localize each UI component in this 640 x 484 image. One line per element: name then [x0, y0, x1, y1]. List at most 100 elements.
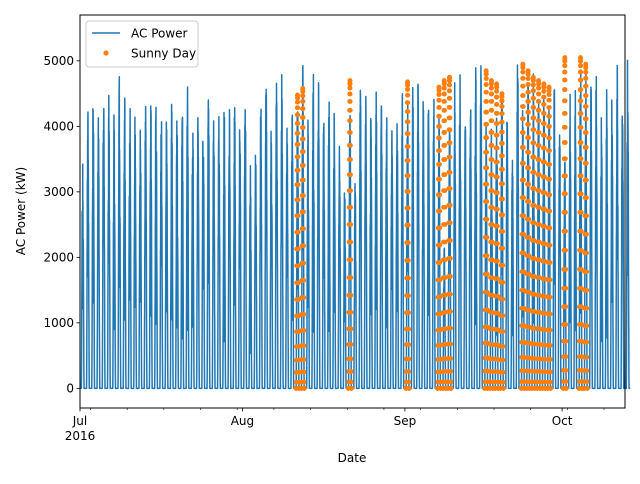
sunny-day-point: [500, 196, 505, 202]
sunny-day-point: [484, 253, 490, 259]
sunny-day-point: [300, 106, 306, 112]
sunny-day-point: [531, 88, 536, 94]
sunny-day-point: [494, 132, 500, 138]
sunny-day-point: [447, 78, 453, 84]
sunny-day-point: [547, 369, 553, 375]
sunny-day-point: [484, 135, 490, 141]
sunny-day-point: [442, 172, 448, 178]
sunny-day-point: [536, 98, 542, 104]
sunny-day-point: [584, 385, 590, 391]
x-tick-label: Jul: [72, 414, 87, 428]
sunny-day-point: [448, 368, 454, 374]
sunny-day-point: [521, 231, 527, 237]
sunny-day-point: [563, 285, 569, 291]
sunny-day-point: [542, 190, 547, 196]
sunny-day-point: [562, 69, 568, 75]
sunny-day-point: [447, 256, 453, 261]
sunny-day-point: [494, 110, 500, 116]
sunny-day-point: [436, 113, 442, 119]
sunny-day-point: [536, 118, 542, 124]
sunny-day-point: [489, 130, 495, 135]
sunny-day-point: [489, 81, 494, 87]
sunny-day-point: [494, 102, 500, 107]
series-ac-power-line: [79, 59, 631, 390]
sunny-day-point: [483, 76, 489, 81]
sunny-day-point: [494, 190, 500, 196]
sunny-day-point: [447, 127, 453, 133]
sunny-day-point: [563, 209, 568, 215]
sunny-day-point: [584, 269, 590, 275]
sunny-day-point: [489, 91, 495, 97]
sunny-day-point: [521, 269, 527, 275]
sunny-day-point: [447, 202, 453, 208]
sunny-day-point: [484, 216, 490, 222]
sunny-day-point: [301, 295, 307, 300]
sunny-day-point: [526, 199, 532, 204]
sunny-day-point: [499, 129, 505, 135]
sunny-day-point: [494, 84, 500, 90]
sunny-day-point: [521, 177, 526, 183]
sunny-day-point: [584, 195, 589, 201]
sunny-day-point: [295, 99, 301, 105]
sunny-day-point: [499, 140, 505, 146]
sunny-day-point: [301, 260, 307, 266]
sunny-day-point: [300, 89, 306, 95]
sunny-day-point: [300, 149, 306, 155]
sunny-day-point: [447, 88, 453, 94]
sunny-day-point: [520, 75, 526, 81]
sunny-day-point: [494, 159, 500, 165]
sunny-day-point: [563, 173, 568, 179]
sunny-day-point: [578, 98, 584, 104]
sunny-day-point: [499, 119, 505, 125]
sunny-day-point: [489, 85, 494, 91]
sunny-day-point: [494, 145, 500, 151]
sunny-day-point: [562, 58, 568, 64]
axes-frame: [79, 14, 626, 409]
sunny-day-point: [547, 208, 553, 214]
sunny-day-point: [531, 202, 537, 208]
sunny-day-point: [536, 172, 542, 178]
sunny-day-point: [526, 234, 532, 240]
sunny-day-point: [437, 260, 443, 265]
sunny-day-point: [531, 82, 536, 88]
sunny-day-point: [405, 173, 411, 178]
y-tick-label: 4000: [43, 119, 74, 133]
sunny-day-point: [562, 111, 568, 116]
sunny-day-point: [584, 305, 590, 311]
sunny-day-point: [442, 107, 447, 113]
sunny-day-point: [447, 115, 453, 121]
sunny-day-point: [442, 157, 448, 162]
sunny-day-point: [494, 206, 500, 212]
sunny-day-point: [406, 342, 412, 348]
sunny-day-point: [405, 144, 411, 149]
sunny-day-point: [348, 204, 354, 210]
sunny-day-point: [405, 158, 411, 163]
sunny-day-point: [348, 292, 354, 298]
sunny-day-point: [579, 266, 584, 272]
sunny-day-point: [406, 326, 412, 332]
sunny-day-point: [300, 177, 306, 183]
sunny-day-point: [494, 88, 500, 94]
sunny-day-point: [578, 209, 584, 215]
sunny-day-point: [442, 130, 448, 135]
sunny-day-point: [489, 98, 495, 104]
sunny-day-point: [536, 81, 542, 87]
sunny-day-point: [348, 172, 353, 178]
sunny-day-point: [536, 204, 542, 210]
sunny-day-point: [406, 293, 411, 298]
sunny-day-point: [405, 92, 411, 98]
sunny-day-point: [500, 279, 506, 285]
sunny-day-point: [405, 222, 411, 228]
sunny-day-point: [296, 263, 301, 269]
sunny-day-point: [526, 109, 531, 115]
sunny-day-point: [583, 104, 589, 109]
sunny-day-point: [406, 379, 412, 385]
sunny-day-point: [500, 357, 506, 363]
sunny-day-point: [578, 69, 584, 75]
sunny-day-point: [348, 157, 353, 162]
sunny-day-point: [301, 226, 306, 232]
sunny-day-point: [489, 157, 495, 162]
sunny-day-point: [295, 229, 301, 235]
sunny-day-point: [531, 154, 537, 160]
sunny-day-point: [437, 225, 443, 231]
